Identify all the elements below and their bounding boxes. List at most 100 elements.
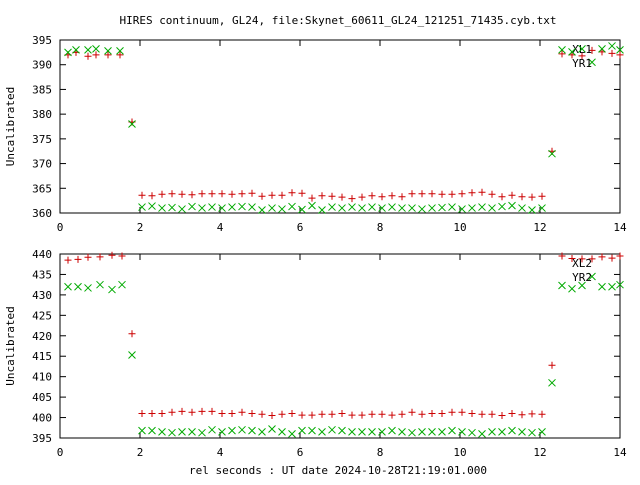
data-point-yr1 bbox=[116, 47, 124, 55]
data-point-xl1 bbox=[468, 189, 476, 197]
data-point-xl2 bbox=[608, 254, 616, 262]
data-point-yr1 bbox=[208, 203, 216, 211]
data-point-yr1 bbox=[428, 204, 436, 212]
data-point-xl2 bbox=[198, 407, 206, 415]
y-tick-label: 430 bbox=[32, 289, 52, 302]
data-point-xl1 bbox=[338, 193, 346, 201]
data-point-xl2 bbox=[178, 407, 186, 415]
data-point-xl1 bbox=[438, 190, 446, 198]
data-point-yr2 bbox=[478, 430, 486, 438]
data-point-xl1 bbox=[218, 190, 226, 198]
data-point-yr2 bbox=[178, 428, 186, 436]
x-tick-label: 12 bbox=[533, 221, 546, 234]
data-point-xl2 bbox=[268, 412, 276, 420]
y-tick-label: 390 bbox=[32, 59, 52, 72]
data-point-yr1 bbox=[328, 203, 336, 211]
data-point-yr1 bbox=[248, 203, 256, 211]
data-point-yr2 bbox=[508, 426, 516, 435]
data-point-yr1 bbox=[308, 201, 316, 210]
data-point-yr1 bbox=[458, 205, 466, 213]
data-point-yr2 bbox=[428, 428, 436, 436]
data-point-yr1 bbox=[388, 203, 396, 211]
data-point-yr2 bbox=[398, 428, 406, 436]
data-point-yr2 bbox=[568, 284, 576, 293]
x-tick-label: 0 bbox=[57, 446, 64, 459]
data-point-yr1 bbox=[298, 205, 306, 214]
x-tick-label: 8 bbox=[377, 221, 384, 234]
data-point-yr1 bbox=[64, 48, 72, 57]
data-point-yr1 bbox=[188, 202, 196, 211]
x-tick-label: 14 bbox=[613, 221, 627, 234]
x-tick-label: 2 bbox=[137, 221, 144, 234]
x-tick-label: 0 bbox=[57, 221, 64, 234]
data-point-xl1 bbox=[508, 191, 516, 199]
series-XL1 bbox=[64, 46, 624, 203]
data-point-xl2 bbox=[96, 253, 104, 261]
data-point-yr1 bbox=[418, 205, 426, 213]
data-point-xl1 bbox=[328, 192, 336, 200]
data-point-yr1 bbox=[168, 203, 176, 212]
data-point-yr2 bbox=[598, 282, 606, 291]
data-point-xl2 bbox=[308, 411, 316, 419]
data-point-xl1 bbox=[616, 51, 624, 59]
y-axis-label: Uncalibrated bbox=[4, 87, 17, 166]
y-tick-label: 370 bbox=[32, 158, 52, 171]
data-point-yr2 bbox=[208, 425, 216, 434]
data-point-yr1 bbox=[318, 206, 326, 214]
data-point-yr1 bbox=[408, 204, 416, 212]
data-point-yr1 bbox=[218, 204, 226, 212]
x-tick-label: 6 bbox=[297, 446, 304, 459]
data-point-xl1 bbox=[448, 190, 456, 198]
data-point-yr1 bbox=[578, 45, 586, 53]
data-point-yr1 bbox=[258, 206, 266, 214]
data-point-xl1 bbox=[428, 190, 436, 198]
chart-title: HIRES continuum, GL24, file:Skynet_60611… bbox=[119, 14, 556, 27]
data-point-xl2 bbox=[498, 412, 506, 420]
data-point-yr1 bbox=[548, 149, 556, 158]
data-point-xl2 bbox=[64, 256, 72, 264]
data-point-xl2 bbox=[428, 409, 436, 417]
data-point-yr2 bbox=[158, 428, 166, 436]
data-point-xl1 bbox=[418, 190, 426, 198]
data-point-xl1 bbox=[148, 192, 156, 200]
data-point-xl2 bbox=[468, 409, 476, 417]
y-tick-label: 440 bbox=[32, 248, 52, 261]
data-point-yr2 bbox=[318, 428, 326, 436]
data-point-yr2 bbox=[198, 428, 206, 437]
bottom-panel: 0 2 4 6 8 10 12 14 395 400 405 410 415 420 425 430 435 44… bbox=[4, 248, 627, 459]
data-point-yr2 bbox=[548, 378, 556, 387]
data-point-yr1 bbox=[378, 204, 386, 212]
y-tick-label: 395 bbox=[32, 34, 52, 47]
data-point-xl2 bbox=[238, 408, 246, 416]
data-point-xl2 bbox=[558, 252, 566, 260]
data-point-yr2 bbox=[96, 280, 104, 289]
data-point-yr1 bbox=[138, 203, 146, 211]
x-axis-label: rel seconds : UT date 2024-10-28T21:19:0… bbox=[189, 464, 487, 477]
data-point-yr1 bbox=[538, 204, 546, 212]
data-point-xl2 bbox=[358, 411, 366, 419]
data-point-yr1 bbox=[508, 201, 516, 210]
data-point-xl1 bbox=[528, 193, 536, 201]
data-point-xl1 bbox=[84, 52, 92, 60]
data-point-yr2 bbox=[448, 426, 456, 435]
series-XL2 bbox=[64, 251, 624, 420]
data-point-yr1 bbox=[198, 204, 206, 212]
data-point-xl2 bbox=[408, 408, 416, 416]
data-point-yr2 bbox=[498, 428, 506, 436]
data-point-xl2 bbox=[318, 410, 326, 418]
data-point-yr2 bbox=[84, 284, 92, 292]
data-point-yr2 bbox=[488, 428, 496, 436]
y-tick-label: 365 bbox=[32, 182, 52, 195]
data-point-xl1 bbox=[188, 191, 196, 199]
data-point-xl2 bbox=[118, 252, 126, 260]
plot-frame bbox=[59, 253, 621, 439]
plot-frame bbox=[59, 39, 621, 214]
data-point-yr1 bbox=[518, 204, 526, 212]
data-point-yr2 bbox=[168, 428, 176, 437]
data-point-xl1 bbox=[92, 51, 100, 59]
data-point-xl2 bbox=[84, 253, 92, 261]
data-point-xl1 bbox=[198, 190, 206, 198]
x-tick-label: 2 bbox=[137, 446, 144, 459]
data-point-xl1 bbox=[478, 188, 486, 196]
